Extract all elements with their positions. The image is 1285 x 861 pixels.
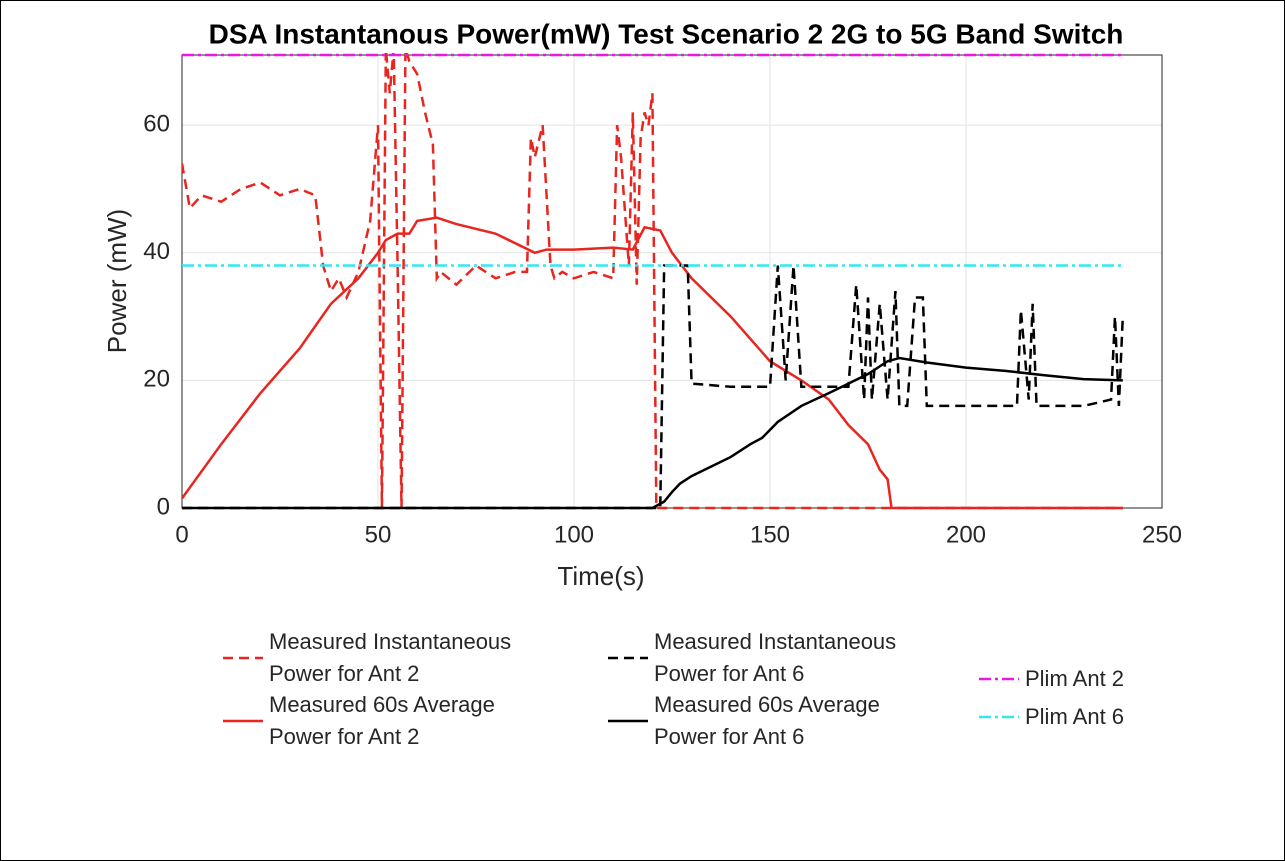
y-tick-label: 40 [143,238,170,265]
legend-label: Plim Ant 6 [1025,704,1125,729]
x-tick-label: 150 [750,521,790,548]
y-tick-label: 0 [157,493,170,520]
y-tick-label: 60 [143,111,170,138]
series-line [182,53,1123,510]
x-tick-label: 250 [1142,521,1182,548]
legend-label: Measured Instantaneous Power for Ant 2 [269,629,512,686]
legend-label: Measured 60s Average Power for Ant 6 [654,692,880,749]
legend-label: Plim Ant 2 [1025,666,1125,691]
x-tick-label: 200 [946,521,986,548]
x-tick-label: 50 [365,521,392,548]
series-line [182,264,1125,510]
y-axis-label: Power (mW) [102,209,132,353]
x-tick-label: 0 [175,521,188,548]
x-tick-label: 100 [554,521,594,548]
series-line [182,356,1123,510]
y-tick-label: 20 [143,366,170,393]
legend-label: Measured 60s Average Power for Ant 2 [269,692,495,749]
series-line [182,216,1123,510]
x-axis-label: Time(s) [557,561,644,591]
chart-title: DSA Instantanous Power(mW) Test Scenario… [209,18,1124,49]
legend-label: Measured Instantaneous Power for Ant 6 [654,629,897,686]
